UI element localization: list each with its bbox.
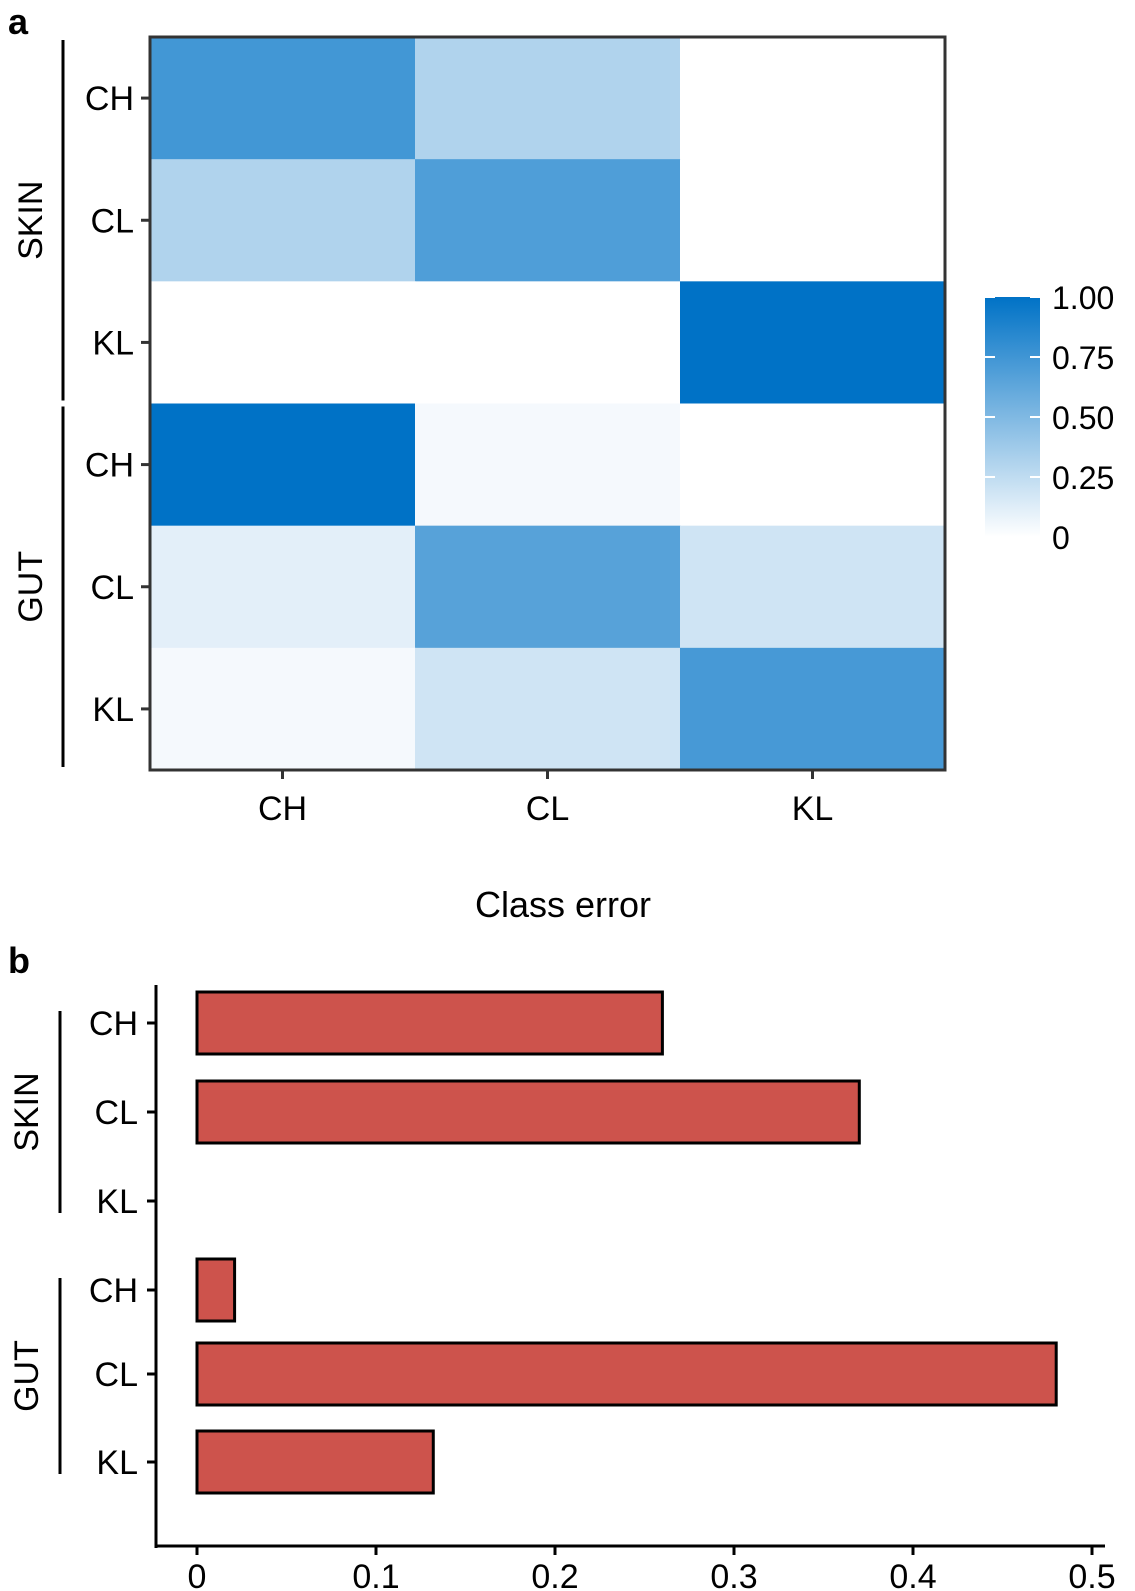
- heatmap-y-tick-label: KL: [92, 324, 134, 362]
- heatmap-cell-skin-cl-kl: [680, 159, 946, 282]
- heatmap-cell-skin-kl-cl: [415, 281, 681, 405]
- bar-gut-cl: [195, 1341, 1058, 1407]
- heatmap-x-tick-label: KL: [792, 790, 834, 828]
- bar-marks: [195, 990, 1058, 1495]
- heatmap-cell-gut-ch-cl: [415, 403, 681, 527]
- heatmap-group-label-gut: GUT: [12, 551, 50, 623]
- legend-tick-label: 0.75: [1052, 340, 1114, 376]
- heatmap-cell-skin-ch-cl: [415, 37, 681, 160]
- bar-y-tick-label: CH: [89, 1005, 138, 1043]
- bar-group-label-gut: GUT: [8, 1340, 46, 1412]
- bar-y-tick-label: KL: [96, 1183, 138, 1221]
- bar-y-tick-label: CL: [95, 1356, 138, 1394]
- bar-y-tick-label: CH: [89, 1272, 138, 1310]
- heatmap-cell-skin-kl-ch: [150, 281, 416, 405]
- heatmap-legend: 1.00 0.75 0.50 0.25 0: [985, 280, 1114, 556]
- heatmap-y-axis: CH CL KL CH CL KL: [85, 80, 150, 729]
- heatmap-cell-skin-cl-ch: [150, 159, 416, 282]
- heatmap-y-tick-label: CL: [91, 202, 134, 240]
- bar-x-axis: 0 0.1 0.2 0.3 0.4 0.5: [188, 1546, 1116, 1591]
- heatmap-x-tick-label: CH: [258, 790, 307, 828]
- heatmap-cell-skin-ch-ch: [150, 37, 416, 160]
- heatmap-cell-gut-cl-cl: [415, 525, 681, 649]
- heatmap-y-tick-label: CH: [85, 80, 134, 118]
- bar-gut-kl: [195, 1429, 435, 1495]
- heatmap-cell-gut-kl-kl: [680, 647, 946, 771]
- heatmap-x-axis: CH CL KL: [258, 770, 833, 828]
- bar-y-axis: CH CL KL CH CL KL: [89, 1005, 156, 1482]
- bar-skin-ch: [195, 990, 664, 1056]
- legend-tick-label: 0.25: [1052, 460, 1114, 496]
- heatmap-cells: [150, 37, 946, 771]
- bar-x-tick-label: 0.5: [1068, 1558, 1115, 1591]
- bar-x-tick-label: 0.2: [531, 1558, 578, 1591]
- heatmap-panel: a CH CL KL CH CL KL CH CL KL SKIN GUT 1.00 0.75 0.…: [8, 1, 1114, 828]
- heatmap-cell-gut-cl-ch: [150, 525, 416, 649]
- bar-x-tick-label: 0.4: [889, 1558, 936, 1591]
- heatmap-cell-gut-ch-ch: [150, 403, 416, 527]
- heatmap-x-tick-label: CL: [526, 790, 569, 828]
- bar-group-label-skin: SKIN: [8, 1072, 46, 1151]
- bar-gut-ch: [195, 1257, 237, 1323]
- heatmap-cell-gut-kl-ch: [150, 647, 416, 771]
- heatmap-cell-gut-ch-kl: [680, 403, 946, 527]
- legend-tick-label: 1.00: [1052, 280, 1114, 316]
- panel-label-a: a: [8, 1, 29, 42]
- heatmap-cell-gut-cl-kl: [680, 525, 946, 649]
- bar-panel: Class error b CH CL KL CH CL KL 0 0.1 0.2 0.3 0.4…: [8, 884, 1116, 1591]
- legend-tick-label: 0: [1052, 520, 1070, 556]
- heatmap-cell-skin-kl-kl: [680, 281, 946, 405]
- bar-y-tick-label: CL: [95, 1094, 138, 1132]
- heatmap-cell-skin-cl-cl: [415, 159, 681, 282]
- heatmap-y-tick-label: CH: [85, 447, 134, 485]
- panel-label-b: b: [8, 940, 30, 981]
- bar-skin-cl: [195, 1079, 861, 1145]
- bar-x-tick-label: 0.1: [352, 1558, 399, 1591]
- bar-row-groups: SKIN GUT: [8, 1011, 62, 1474]
- legend-tick-label: 0.50: [1052, 400, 1114, 436]
- bar-x-tick-label: 0: [188, 1558, 207, 1591]
- heatmap-row-groups: SKIN GUT: [12, 40, 65, 767]
- bar-y-tick-label: KL: [96, 1444, 138, 1482]
- heatmap-cell-skin-ch-kl: [680, 37, 946, 160]
- heatmap-group-label-skin: SKIN: [12, 181, 50, 260]
- bar-x-tick-label: 0.3: [710, 1558, 757, 1591]
- bar-chart-title: Class error: [475, 884, 651, 925]
- heatmap-y-tick-label: KL: [92, 691, 134, 729]
- heatmap-cell-gut-kl-cl: [415, 647, 681, 771]
- heatmap-y-tick-label: CL: [91, 569, 134, 607]
